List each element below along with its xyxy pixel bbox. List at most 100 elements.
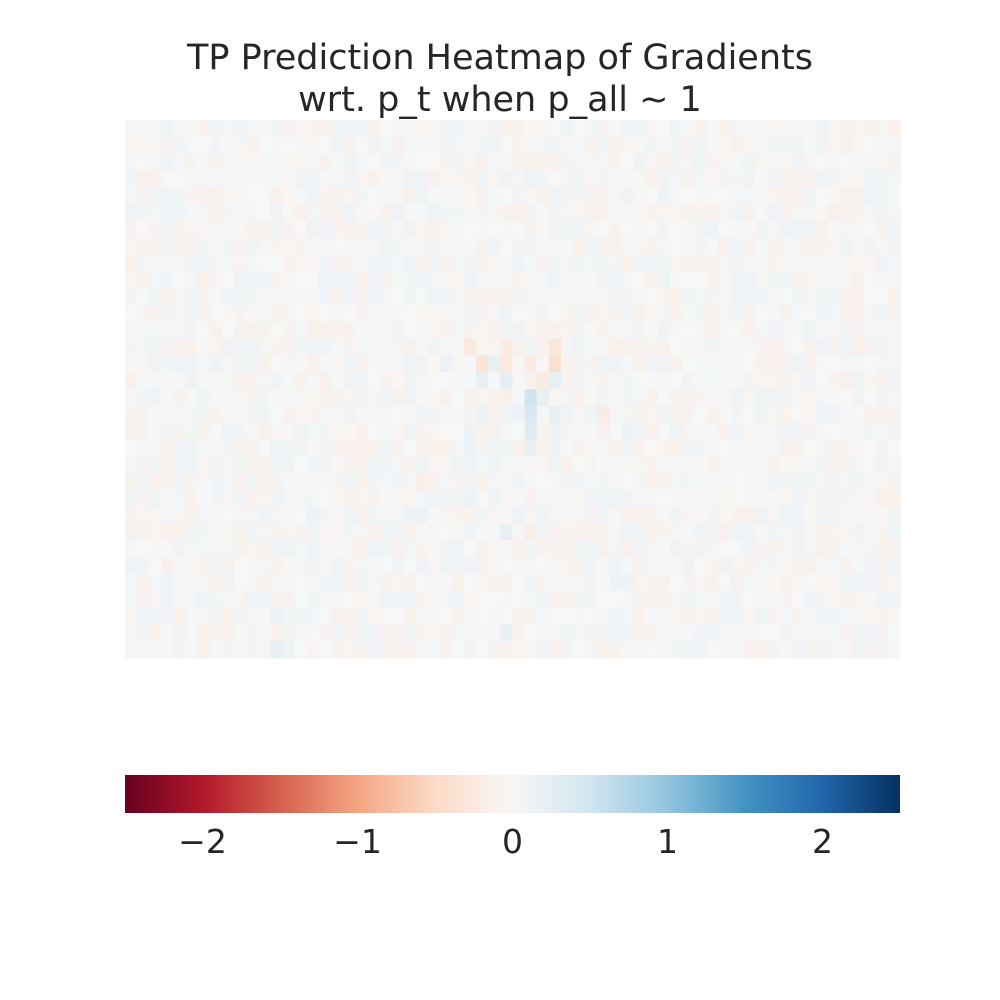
heatmap-cell bbox=[730, 254, 744, 272]
heatmap-cell bbox=[512, 422, 526, 441]
heatmap-cell bbox=[415, 389, 429, 407]
heatmap-cell bbox=[318, 153, 332, 172]
heatmap-cell bbox=[560, 439, 574, 457]
heatmap-cell bbox=[621, 237, 635, 256]
heatmap-cell bbox=[573, 288, 586, 306]
heatmap-cell bbox=[706, 473, 719, 491]
heatmap-cell bbox=[754, 170, 768, 188]
heatmap-cell bbox=[669, 624, 683, 642]
heatmap-cell bbox=[367, 304, 380, 323]
heatmap-cell bbox=[464, 321, 477, 340]
heatmap-cell bbox=[306, 288, 320, 306]
heatmap-cell bbox=[306, 607, 320, 625]
heatmap-cell bbox=[209, 170, 223, 188]
heatmap-cell bbox=[766, 220, 780, 239]
heatmap-cell bbox=[791, 120, 804, 138]
heatmap-cell bbox=[803, 187, 816, 205]
heatmap-cell bbox=[149, 405, 162, 424]
heatmap-cell bbox=[778, 641, 792, 659]
heatmap-cell bbox=[500, 187, 514, 205]
heatmap-cell bbox=[391, 590, 405, 609]
heatmap-cell bbox=[669, 473, 683, 491]
heatmap-cell bbox=[585, 271, 598, 289]
heatmap-cell bbox=[185, 372, 199, 390]
heatmap-cell bbox=[233, 405, 247, 424]
heatmap-cell bbox=[342, 187, 356, 205]
heatmap-cell bbox=[233, 271, 247, 289]
heatmap-cell bbox=[573, 271, 586, 289]
heatmap-cell bbox=[803, 170, 816, 188]
heatmap-cell bbox=[585, 422, 598, 441]
heatmap-cell bbox=[258, 607, 271, 625]
heatmap-cell bbox=[209, 456, 223, 474]
heatmap-cell bbox=[875, 590, 889, 609]
heatmap-cell bbox=[778, 120, 792, 138]
heatmap-cell bbox=[827, 187, 841, 205]
heatmap-cell bbox=[815, 456, 828, 474]
heatmap-cell bbox=[585, 187, 598, 205]
heatmap-cell bbox=[875, 338, 889, 356]
heatmap-cell bbox=[730, 372, 744, 390]
heatmap-cell bbox=[342, 590, 356, 609]
heatmap-cell bbox=[439, 489, 453, 508]
heatmap-cell bbox=[548, 288, 562, 306]
heatmap-cell bbox=[415, 204, 429, 222]
heatmap-cell bbox=[355, 338, 368, 356]
heatmap-cell bbox=[778, 204, 792, 222]
heatmap-cell bbox=[161, 389, 175, 407]
heatmap-cell bbox=[427, 304, 441, 323]
heatmap-cell bbox=[318, 624, 332, 642]
heatmap-cell bbox=[137, 136, 150, 155]
heatmap-cell bbox=[294, 523, 308, 541]
heatmap-cell bbox=[803, 237, 816, 256]
heatmap-cell bbox=[282, 271, 296, 289]
heatmap-cell bbox=[464, 254, 477, 272]
heatmap-cell bbox=[318, 557, 332, 575]
heatmap-cell bbox=[379, 405, 393, 424]
heatmap-cell bbox=[318, 506, 332, 525]
heatmap-cell bbox=[815, 439, 828, 457]
heatmap-cell bbox=[839, 540, 853, 558]
heatmap-cell bbox=[125, 439, 138, 457]
heatmap-cell bbox=[815, 389, 828, 407]
heatmap-cell bbox=[488, 439, 501, 457]
heatmap-cell bbox=[330, 456, 344, 474]
heatmap-cell bbox=[803, 254, 816, 272]
heatmap-cell bbox=[524, 456, 538, 474]
heatmap-cell bbox=[149, 204, 162, 222]
colorbar-gradient bbox=[125, 775, 900, 813]
heatmap-cell bbox=[633, 321, 647, 340]
heatmap-cell bbox=[609, 456, 623, 474]
heatmap-cell bbox=[536, 271, 550, 289]
heatmap-cell bbox=[863, 573, 877, 592]
heatmap-cell bbox=[464, 523, 477, 541]
heatmap-cell bbox=[318, 355, 332, 373]
heatmap-cell bbox=[270, 304, 284, 323]
heatmap-cell bbox=[560, 271, 574, 289]
heatmap-cell bbox=[839, 136, 853, 155]
heatmap-cell bbox=[161, 473, 175, 491]
heatmap-cell bbox=[173, 523, 187, 541]
heatmap-cell bbox=[548, 136, 562, 155]
heatmap-cell bbox=[791, 523, 804, 541]
heatmap-cell bbox=[548, 170, 562, 188]
heatmap-cell bbox=[391, 540, 405, 558]
heatmap-cell bbox=[403, 473, 417, 491]
heatmap-cell bbox=[161, 523, 175, 541]
heatmap-cell bbox=[548, 237, 562, 256]
heatmap-cell bbox=[851, 153, 865, 172]
heatmap-cell bbox=[330, 304, 344, 323]
heatmap-cell bbox=[766, 170, 780, 188]
heatmap-cell bbox=[536, 506, 550, 525]
heatmap-cell bbox=[694, 187, 707, 205]
heatmap-cell bbox=[342, 271, 356, 289]
heatmap-cell bbox=[355, 304, 368, 323]
heatmap-cell bbox=[633, 136, 647, 155]
heatmap-cell bbox=[815, 220, 828, 239]
heatmap-cell bbox=[488, 422, 501, 441]
heatmap-cell bbox=[427, 439, 441, 457]
heatmap-cell bbox=[754, 153, 768, 172]
heatmap-cell bbox=[657, 389, 671, 407]
heatmap-cell bbox=[197, 304, 211, 323]
heatmap-cell bbox=[754, 473, 768, 491]
